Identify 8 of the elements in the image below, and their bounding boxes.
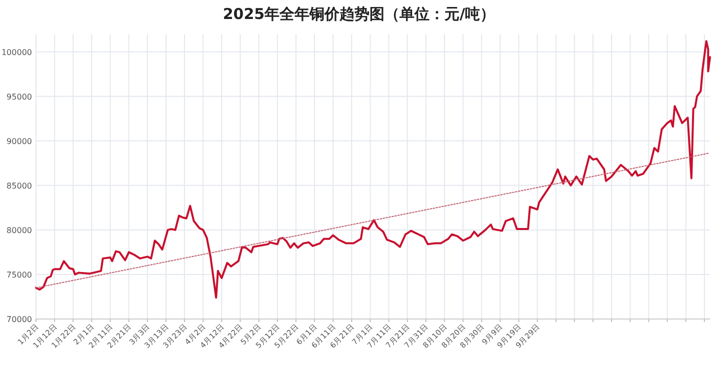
y-tick-label: 90000 (6, 136, 32, 146)
y-tick-label: 75000 (6, 270, 32, 280)
y-tick-label: 85000 (6, 181, 32, 190)
chart-title: 2025年全年铜价趋势图（单位：元/吨） (222, 5, 496, 23)
y-tick-label: 100000 (1, 48, 32, 57)
y-tick-label: 80000 (6, 226, 32, 235)
y-tick-label: 70000 (6, 315, 32, 324)
y-tick-label: 95000 (6, 92, 32, 102)
